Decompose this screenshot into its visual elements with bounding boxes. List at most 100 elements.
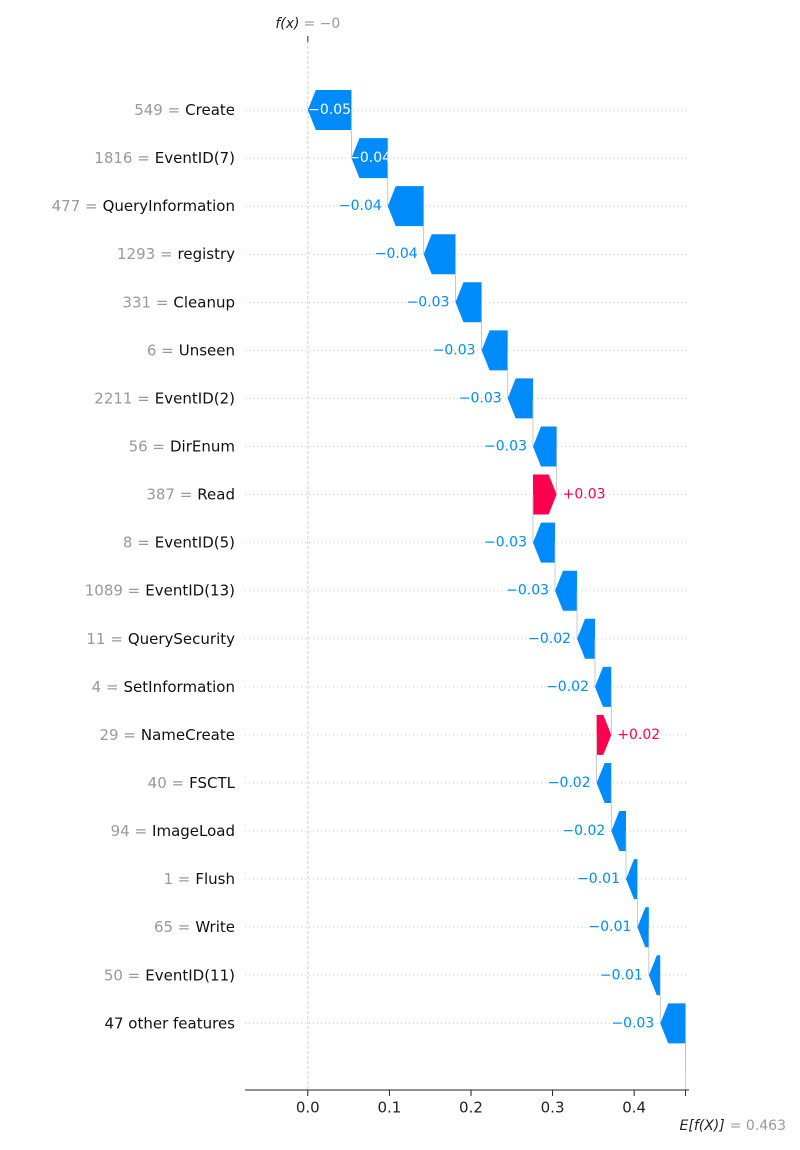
feature-name: EventID(5) [155, 533, 235, 551]
value-label: −0.04 [348, 150, 391, 166]
feature-label: 2211 = EventID(2) [94, 389, 235, 407]
bar [307, 90, 352, 130]
expected-label: E[f(X)] [680, 1118, 725, 1134]
bar [481, 330, 508, 371]
x-tick-label: 0.0 [296, 1099, 320, 1117]
feature-value: 1 = [163, 870, 190, 888]
x-tick-label: 0.1 [377, 1099, 401, 1117]
value-label: −0.03 [484, 438, 527, 454]
bar [423, 234, 456, 275]
value-label: −0.03 [433, 342, 476, 358]
bar [351, 138, 388, 179]
bar [596, 714, 612, 755]
feature-label: 4 = SetInformation [92, 677, 235, 695]
value-label: −0.04 [375, 246, 418, 262]
feature-value: 11 = [86, 629, 122, 647]
fx-label: f(x) [275, 16, 299, 32]
feature-label: 8 = EventID(5) [123, 533, 235, 551]
bar [455, 282, 482, 323]
bar [594, 666, 612, 707]
feature-value: 8 = [123, 533, 150, 551]
feature-value: 50 = [104, 966, 140, 984]
feature-label: 50 = EventID(11) [104, 966, 235, 984]
value-label: −0.03 [459, 390, 502, 406]
feature-value: 1816 = [94, 149, 150, 167]
feature-name: Read [197, 485, 235, 503]
value-label: −0.02 [546, 679, 589, 695]
x-tick-label: 0.2 [459, 1099, 483, 1117]
value-label: −0.03 [611, 1015, 654, 1031]
feature-name: EventID(11) [145, 966, 235, 984]
value-label: −0.03 [506, 583, 549, 599]
feature-label: 47 other features [104, 1014, 235, 1032]
feature-name: Write [195, 918, 235, 936]
value-label: −0.01 [589, 919, 632, 935]
bar [611, 811, 626, 852]
feature-name: SetInformation [124, 677, 235, 695]
feature-label: 6 = Unseen [147, 341, 235, 359]
feature-name: Cleanup [173, 293, 235, 311]
bar [387, 186, 424, 227]
feature-name: Create [185, 101, 235, 119]
x-tick-label: 0.4 [622, 1099, 646, 1117]
feature-value: 6 = [147, 341, 174, 359]
feature-label: 56 = DirEnum [129, 437, 235, 455]
feature-label: 1816 = EventID(7) [94, 149, 235, 167]
feature-name: EventID(13) [145, 581, 235, 599]
value-label: +0.02 [617, 727, 660, 743]
value-label: −0.02 [528, 631, 571, 647]
feature-value: 94 = [111, 822, 147, 840]
feature-label: 40 = FSCTL [148, 773, 236, 791]
fx-caption: f(x) = −0 [275, 16, 340, 32]
feature-value: 549 = [134, 101, 180, 119]
value-label: −0.02 [562, 823, 605, 839]
bar [555, 570, 578, 611]
value-label: −0.02 [548, 775, 591, 791]
feature-label: 1 = Flush [163, 870, 235, 888]
bar [660, 1003, 686, 1044]
feature-label: 549 = Create [134, 101, 235, 119]
feature-name: 47 other features [104, 1014, 235, 1032]
value-label: −0.03 [484, 535, 527, 551]
bar [596, 762, 612, 803]
feature-name: EventID(2) [155, 389, 235, 407]
feature-name: NameCreate [141, 725, 235, 743]
value-label: +0.03 [563, 487, 606, 503]
value-label: −0.01 [600, 967, 643, 983]
feature-label: 65 = Write [154, 918, 235, 936]
feature-value: 4 = [92, 677, 119, 695]
feature-name: Unseen [179, 341, 235, 359]
feature-label: 1089 = EventID(13) [85, 581, 235, 599]
bar [625, 859, 638, 900]
feature-value: 387 = [146, 485, 192, 503]
feature-label: 477 = QueryInformation [52, 197, 235, 215]
feature-value: 2211 = [94, 389, 150, 407]
feature-name: EventID(7) [155, 149, 235, 167]
x-tick-label: 0.3 [541, 1099, 565, 1117]
bar [532, 522, 556, 563]
feature-value: 56 = [129, 437, 165, 455]
bar [532, 474, 557, 515]
value-label: −0.05 [308, 102, 351, 118]
feature-label: 11 = QuerySecurity [86, 629, 235, 647]
bar [577, 618, 595, 659]
expected-value: = 0.463 [730, 1118, 786, 1134]
bar [648, 955, 661, 996]
feature-value: 1293 = [117, 245, 173, 263]
feature-name: Flush [195, 870, 235, 888]
feature-value: 65 = [154, 918, 190, 936]
feature-name: FSCTL [189, 773, 236, 791]
feature-label: 1293 = registry [117, 245, 235, 263]
bar [637, 907, 649, 948]
feature-label: 29 = NameCreate [99, 725, 235, 743]
feature-value: 29 = [99, 725, 135, 743]
fx-value: = −0 [303, 16, 340, 32]
feature-value: 331 = [122, 293, 168, 311]
feature-label: 387 = Read [146, 485, 235, 503]
feature-value: 1089 = [85, 581, 141, 599]
feature-label: 94 = ImageLoad [111, 822, 235, 840]
value-label: −0.01 [577, 871, 620, 887]
feature-value: 477 = [52, 197, 98, 215]
feature-name: registry [178, 245, 236, 263]
